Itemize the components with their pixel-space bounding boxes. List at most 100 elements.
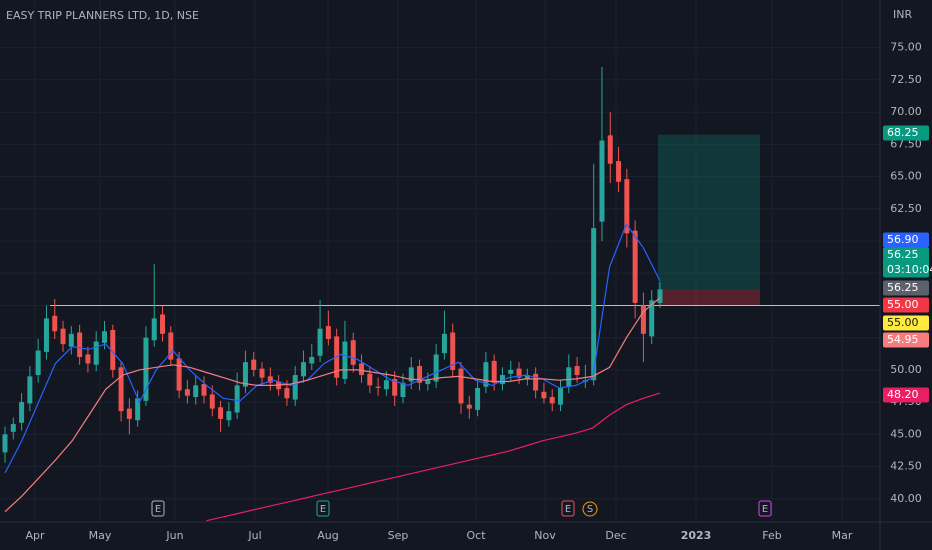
candle-body: [383, 380, 389, 390]
candle-body: [135, 398, 141, 421]
candle-body: [574, 366, 580, 376]
y-tick-label: 70.00: [890, 105, 922, 118]
target-zone: [658, 134, 760, 290]
candle-body: [317, 328, 323, 356]
x-tick-label: Jun: [165, 529, 183, 542]
candle-body: [309, 357, 315, 364]
x-tick-label: Sep: [388, 529, 409, 542]
candle-body: [417, 366, 423, 383]
price-badge: [883, 125, 929, 141]
x-tick-label: Mar: [832, 529, 853, 542]
x-tick-label: Nov: [534, 529, 556, 542]
candle-body: [433, 354, 439, 382]
candle-body: [201, 384, 207, 396]
candle-body: [359, 363, 365, 376]
candle-body: [400, 382, 406, 397]
candle-body: [110, 329, 116, 370]
candle-body: [251, 359, 257, 370]
event-label: E: [762, 504, 768, 515]
candle-body: [350, 340, 356, 365]
candle-body: [209, 394, 215, 409]
x-tick-label: 2023: [681, 529, 712, 542]
price-badge-label: 56.25: [887, 281, 919, 294]
price-badge-label: 48.20: [887, 388, 919, 401]
candle-body: [375, 386, 381, 388]
x-tick-label: Apr: [25, 529, 45, 542]
price-badge: [883, 315, 929, 331]
price-badge-label: 55.00: [887, 298, 919, 311]
candle-body: [558, 387, 564, 405]
candle-body: [259, 368, 265, 378]
plot-area: [2, 67, 880, 522]
x-tick-label: Dec: [605, 529, 626, 542]
candle-body: [599, 140, 605, 222]
stop-zone: [658, 289, 760, 306]
x-tick-label: Aug: [317, 529, 338, 542]
candle-body: [101, 331, 107, 343]
candle-body: [541, 391, 547, 399]
candle-body: [450, 332, 456, 370]
candle-body: [35, 350, 41, 376]
chart-title: EASY TRIP PLANNERS LTD, 1D, NSE: [6, 9, 199, 22]
candle-body: [193, 385, 199, 397]
moving-average-line: [4, 297, 661, 513]
candle-body: [68, 333, 74, 347]
x-tick-label: Feb: [762, 529, 781, 542]
candle-body: [466, 404, 472, 409]
candle-body: [524, 375, 530, 379]
candle-body: [176, 358, 182, 391]
x-tick-label: Oct: [466, 529, 486, 542]
price-badge: [883, 297, 929, 313]
candle-body: [218, 407, 224, 419]
event-label: E: [565, 504, 571, 515]
candle-body: [367, 373, 373, 386]
candle-body: [516, 368, 522, 378]
candle-body: [483, 362, 489, 387]
event-label: E: [320, 504, 326, 515]
event-marker: [582, 501, 598, 517]
candle-body: [408, 367, 414, 382]
candle-body: [77, 332, 83, 358]
y-tick-label: 42.50: [890, 460, 922, 473]
candle-body: [118, 367, 124, 412]
candle-body: [126, 408, 132, 419]
y-tick-label: 40.00: [890, 492, 922, 505]
event-marker: [758, 500, 772, 517]
candle-body: [441, 333, 447, 354]
candle-body: [242, 362, 248, 387]
candle-body: [499, 375, 505, 385]
y-tick-label: 72.50: [890, 73, 922, 86]
price-badge: [883, 247, 929, 278]
event-label: S: [587, 504, 593, 515]
candle-body: [491, 360, 497, 383]
y-tick-label: 50.00: [890, 363, 922, 376]
candle-body: [19, 402, 25, 423]
candle-body: [624, 179, 630, 234]
candle-body: [10, 424, 16, 432]
y-tick-label: 62.50: [890, 202, 922, 215]
event-marker: [151, 500, 165, 517]
candle-body: [342, 341, 348, 379]
candle-body: [85, 354, 91, 364]
candle-body: [2, 434, 8, 453]
candle-body: [226, 411, 232, 421]
candle-body: [607, 135, 613, 164]
currency-label: INR: [893, 8, 912, 21]
candle-body: [657, 289, 663, 303]
price-badge-label: 56.25: [887, 248, 919, 261]
candle-body: [533, 373, 539, 391]
candle-body: [425, 380, 431, 385]
y-tick-label: 75.00: [890, 41, 922, 54]
y-tick-label: 45.00: [890, 427, 922, 440]
candle-body: [640, 305, 646, 334]
candle-body: [591, 228, 597, 381]
candle-body: [284, 387, 290, 399]
event-label: E: [155, 504, 161, 515]
candle-body: [616, 161, 622, 182]
candle-body: [475, 387, 481, 410]
candle-body: [392, 378, 398, 396]
candle-body: [508, 369, 514, 374]
price-badge: [883, 232, 929, 248]
